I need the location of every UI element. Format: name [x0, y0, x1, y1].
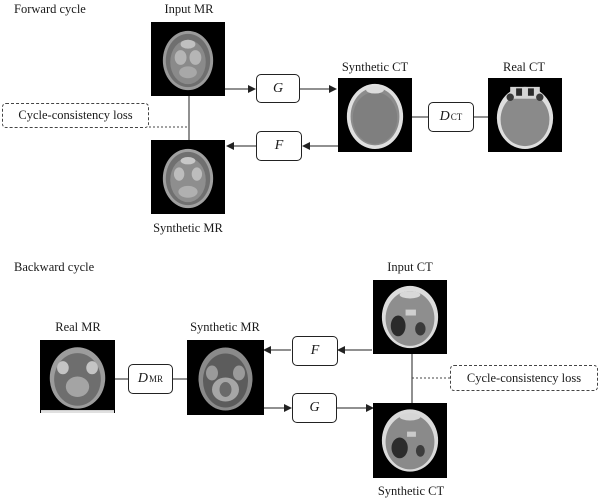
synthetic-mr-b-label: Synthetic MR [190, 320, 260, 334]
input-ct-label: Input CT [387, 260, 433, 274]
f-generator-box: F [256, 131, 302, 161]
input-ct-image [373, 280, 447, 354]
g-b-label: G [309, 400, 320, 415]
cycle-consistency-loss-backward: Cycle-consistency loss [450, 365, 598, 391]
f-label: F [274, 138, 284, 153]
g-generator-box: G [256, 74, 300, 103]
discriminator-ct-symbol: D [439, 109, 450, 124]
f-generator-b-box: F [292, 336, 338, 366]
forward-cycle-label: Forward cycle [14, 2, 86, 16]
real-mr-label: Real MR [55, 320, 101, 334]
synthetic-ct-b-image [373, 403, 447, 478]
synthetic-ct-label: Synthetic CT [341, 60, 409, 74]
real-ct-image [488, 78, 562, 152]
discriminator-ct-box: D CT [428, 102, 474, 132]
synthetic-mr-image [151, 140, 225, 214]
g-label: G [272, 80, 284, 96]
input-mr-image [151, 22, 225, 96]
f-b-label: F [310, 343, 320, 358]
real-mr-image [40, 340, 115, 413]
discriminator-ct-subscript: CT [450, 112, 463, 122]
synthetic-ct-image [338, 78, 412, 152]
real-ct-label: Real CT [502, 60, 545, 74]
backward-cycle-label: Backward cycle [14, 260, 95, 274]
discriminator-mr-box: D MR [128, 364, 173, 394]
discriminator-mr-symbol: D [137, 371, 149, 386]
synthetic-ct-b-label: Synthetic CT [377, 484, 445, 498]
synthetic-mr-b-image [187, 340, 264, 415]
synthetic-mr-label: Synthetic MR [153, 221, 223, 235]
discriminator-mr-subscript: MR [149, 374, 164, 384]
input-mr-label: Input MR [164, 2, 214, 16]
g-generator-b-box: G [292, 393, 337, 423]
cycle-consistency-loss-forward: Cycle-consistency loss [2, 103, 149, 128]
